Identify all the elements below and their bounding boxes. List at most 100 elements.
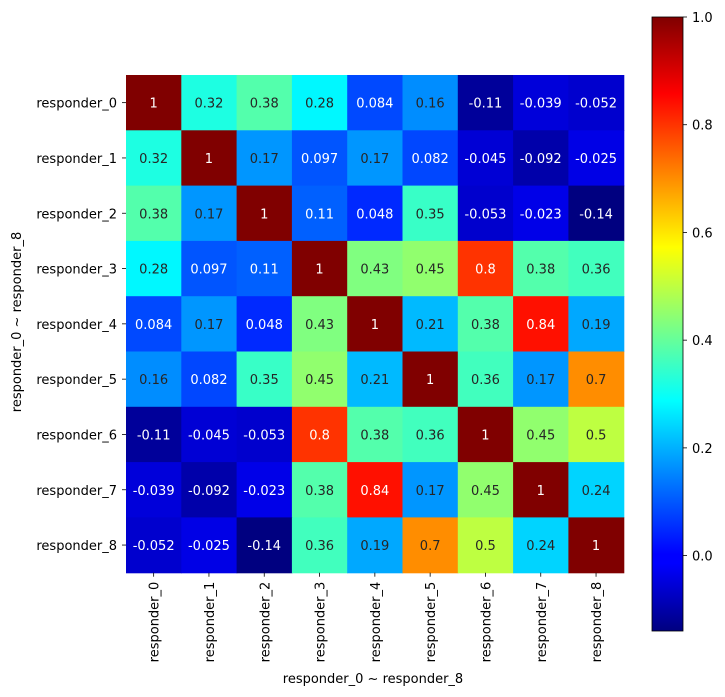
cell-value-label: 0.28 (139, 263, 168, 278)
cell-value-label: 0.5 (586, 428, 607, 443)
heatmap-cell (236, 296, 293, 353)
heatmap-cell (568, 296, 625, 353)
heatmap-cell (457, 406, 514, 463)
cell-value-label: 0.43 (305, 318, 334, 333)
heatmap-cell (457, 240, 514, 297)
heatmap-cell (402, 406, 459, 463)
y-tick-label: responder_5 (36, 373, 117, 388)
cell-value-label: -0.11 (469, 97, 503, 112)
cell-value-label: 0.048 (246, 318, 283, 333)
cell-value-label: 0.84 (526, 318, 555, 333)
heatmap-cell (181, 75, 238, 131)
cell-value-label: 0.097 (301, 152, 338, 167)
heatmap-cell (347, 130, 404, 187)
heatmap-cell (291, 185, 348, 242)
heatmap-cell (402, 185, 459, 242)
x-tick-label: responder_4 (369, 582, 384, 663)
cell-value-label: -0.11 (137, 428, 171, 443)
heatmap-cell (513, 75, 569, 131)
heatmap-cell (347, 406, 404, 463)
cell-value-label: 0.35 (250, 373, 279, 388)
heatmap-cell (568, 240, 625, 297)
cell-value-label: 0.84 (360, 484, 389, 499)
cell-value-label: 0.082 (412, 152, 449, 167)
heatmap-cell (347, 462, 404, 518)
heatmap-cell (513, 240, 569, 297)
y-tick-label: responder_7 (36, 484, 117, 499)
heatmap-cell (181, 351, 238, 408)
cell-value-label: 1 (260, 207, 268, 222)
heatmap-cell (402, 517, 459, 574)
colorbar-ticks: 0.0 0.2 0.4 0.6 0.8 1.0 (683, 11, 713, 565)
cell-value-label: -0.14 (579, 207, 613, 222)
heatmap-cell (181, 240, 238, 297)
colorbar-tick-label: 1.0 (692, 11, 713, 26)
cell-value-label: 0.36 (582, 263, 611, 278)
cell-value-label: -0.025 (575, 152, 617, 167)
y-tick-label: responder_2 (36, 207, 117, 222)
cell-value-label: 0.11 (305, 207, 334, 222)
heatmap-cell (513, 351, 569, 408)
cell-value-label: 0.17 (526, 373, 555, 388)
cell-value-label: 0.21 (360, 373, 389, 388)
cell-value-label: 0.19 (582, 318, 611, 333)
cell-value-label: 0.048 (356, 207, 393, 222)
cell-value-label: -0.045 (464, 152, 506, 167)
cell-value-label: -0.023 (520, 207, 562, 222)
heatmap-cell (126, 296, 182, 353)
x-tick-label: responder_5 (424, 582, 439, 663)
colorbar-tick-label: 0.2 (692, 442, 713, 457)
cell-value-label: -0.052 (133, 539, 175, 554)
cell-value-label: 0.45 (526, 428, 555, 443)
heatmap-cell (126, 517, 182, 574)
cell-value-label: 0.38 (305, 484, 334, 499)
heatmap-cell (457, 517, 514, 574)
cell-value-label: -0.053 (243, 428, 285, 443)
x-tick-label: responder_3 (314, 582, 329, 663)
heatmap-cell (457, 351, 514, 408)
heatmap-cell (568, 517, 625, 574)
heatmap-cell (347, 351, 404, 408)
heatmap-cell (513, 462, 569, 518)
cell-value-label: 0.24 (526, 539, 555, 554)
cell-value-label: 0.17 (250, 152, 279, 167)
colorbar-tick-label: 0.0 (692, 550, 713, 565)
heatmap-cell (402, 462, 459, 518)
cell-value-label: 0.17 (194, 207, 223, 222)
cell-value-label: 0.8 (309, 428, 330, 443)
cell-value-label: 0.19 (360, 539, 389, 554)
heatmap-cell (236, 406, 293, 463)
x-axis-title: responder_0 ~ responder_8 (283, 672, 463, 687)
cell-value-label: -0.045 (188, 428, 230, 443)
heatmap-cell (513, 130, 569, 187)
y-tick-label: responder_6 (36, 428, 117, 443)
heatmap-cell (236, 75, 293, 131)
x-tick-label: responder_1 (203, 582, 218, 663)
heatmap-cell (126, 75, 182, 131)
heatmap-cells: 1 0.32 0.38 0.28 0.084 0.16 -0.11 -0.039 -0.052 0… (126, 75, 625, 574)
y-tick-label: responder_3 (36, 263, 117, 278)
heatmap-cell (457, 185, 514, 242)
cell-value-label: 0.38 (471, 318, 500, 333)
y-tick-label: responder_8 (36, 539, 117, 554)
cell-value-label: 1 (205, 152, 213, 167)
heatmap-cell (347, 517, 404, 574)
heatmap-cell (568, 130, 625, 187)
heatmap-cell (181, 185, 238, 242)
cell-value-label: 0.16 (416, 97, 445, 112)
heatmap-cell (347, 185, 404, 242)
heatmap-cell (347, 296, 404, 353)
cell-value-label: 1 (371, 318, 379, 333)
cell-value-label: 0.38 (250, 97, 279, 112)
heatmap-cell (236, 130, 293, 187)
cell-value-label: -0.14 (247, 539, 281, 554)
heatmap-cell (513, 406, 569, 463)
x-tick-label: responder_0 (148, 582, 163, 663)
heatmap-cell (457, 462, 514, 518)
cell-value-label: 1 (481, 428, 489, 443)
cell-value-label: 0.32 (194, 97, 223, 112)
y-tick-label: responder_1 (36, 152, 117, 167)
x-tick-labels: responder_0 responder_1 responder_2 respond… (148, 572, 605, 663)
cell-value-label: -0.039 (133, 484, 175, 499)
cell-value-label: 0.5 (475, 539, 496, 554)
